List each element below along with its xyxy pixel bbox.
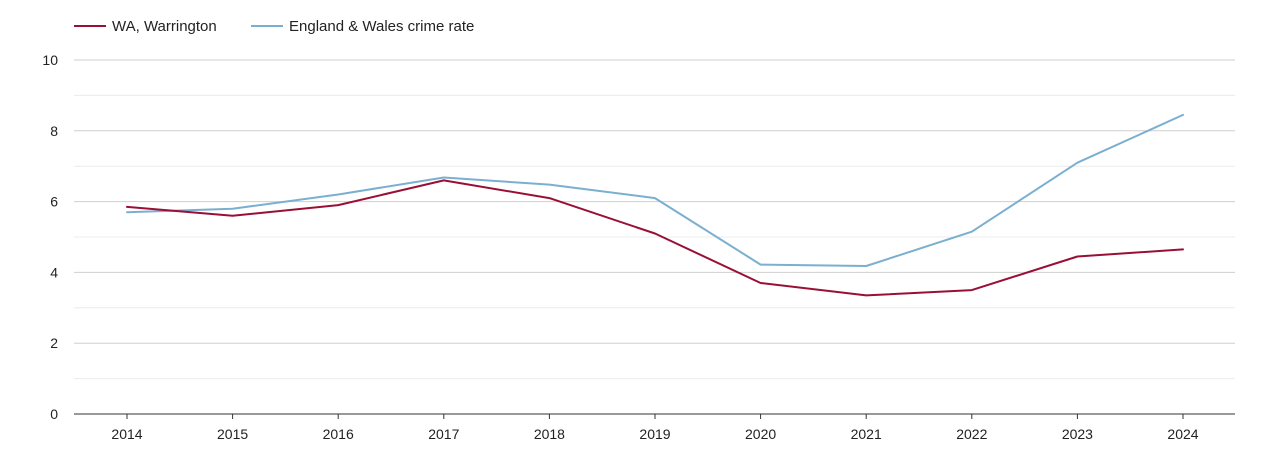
series-lines bbox=[125, 113, 1185, 297]
data-point-england-wales-crime-rate[interactable] bbox=[864, 264, 868, 268]
legend-item-england-wales[interactable]: England & Wales crime rate bbox=[251, 18, 474, 35]
data-point-wa-warrington[interactable] bbox=[653, 231, 657, 235]
y-tick-label: 10 bbox=[42, 52, 58, 68]
data-point-wa-warrington[interactable] bbox=[125, 205, 129, 209]
x-tick-label: 2021 bbox=[851, 426, 882, 442]
legend-item-warrington[interactable]: WA, Warrington bbox=[74, 18, 217, 35]
data-point-england-wales-crime-rate[interactable] bbox=[1075, 161, 1079, 165]
data-point-wa-warrington[interactable] bbox=[336, 203, 340, 207]
data-point-england-wales-crime-rate[interactable] bbox=[336, 193, 340, 197]
data-point-england-wales-crime-rate[interactable] bbox=[231, 207, 235, 211]
data-point-wa-warrington[interactable] bbox=[759, 281, 763, 285]
legend-label-warrington: WA, Warrington bbox=[112, 18, 217, 35]
x-tick-label: 2019 bbox=[639, 426, 670, 442]
x-tick-label: 2017 bbox=[428, 426, 459, 442]
x-tick-label: 2018 bbox=[534, 426, 565, 442]
x-tick-label: 2020 bbox=[745, 426, 776, 442]
x-axis: 2014 2015 2016 2017 2018 2019 2020 2021 2022 2023… bbox=[74, 413, 1235, 442]
y-tick-label: 4 bbox=[50, 264, 58, 280]
x-tick-label: 2015 bbox=[217, 426, 248, 442]
y-tick-label: 8 bbox=[50, 123, 58, 139]
series-line-wa-warrington[interactable] bbox=[126, 179, 1184, 297]
data-point-wa-warrington[interactable] bbox=[442, 178, 446, 182]
data-point-england-wales-crime-rate[interactable] bbox=[1181, 113, 1185, 117]
y-tick-label: 6 bbox=[50, 194, 58, 210]
x-tick-label: 2024 bbox=[1167, 426, 1198, 442]
y-tick-label: 0 bbox=[50, 406, 58, 422]
data-point-england-wales-crime-rate[interactable] bbox=[653, 196, 657, 200]
legend: WA, Warrington England & Wales crime rat… bbox=[74, 18, 474, 35]
data-point-wa-warrington[interactable] bbox=[864, 293, 868, 297]
y-tick-label: 2 bbox=[50, 335, 58, 351]
gridlines bbox=[74, 59, 1235, 380]
series-line-england-wales-crime-rate[interactable] bbox=[126, 113, 1184, 267]
data-point-wa-warrington[interactable] bbox=[547, 196, 551, 200]
data-point-england-wales-crime-rate[interactable] bbox=[125, 210, 129, 214]
data-point-england-wales-crime-rate[interactable] bbox=[547, 183, 551, 187]
data-point-wa-warrington[interactable] bbox=[970, 288, 974, 292]
x-tick-label: 2023 bbox=[1062, 426, 1093, 442]
data-point-wa-warrington[interactable] bbox=[231, 214, 235, 218]
data-point-england-wales-crime-rate[interactable] bbox=[759, 263, 763, 267]
y-axis: 0 2 4 6 8 10 bbox=[42, 52, 58, 422]
legend-label-england-wales: England & Wales crime rate bbox=[289, 18, 474, 35]
x-tick-label: 2014 bbox=[111, 426, 142, 442]
x-tick-label: 2016 bbox=[323, 426, 354, 442]
data-point-wa-warrington[interactable] bbox=[1181, 247, 1185, 251]
x-tick-label: 2022 bbox=[956, 426, 987, 442]
data-point-wa-warrington[interactable] bbox=[1075, 254, 1079, 258]
data-point-england-wales-crime-rate[interactable] bbox=[970, 230, 974, 234]
